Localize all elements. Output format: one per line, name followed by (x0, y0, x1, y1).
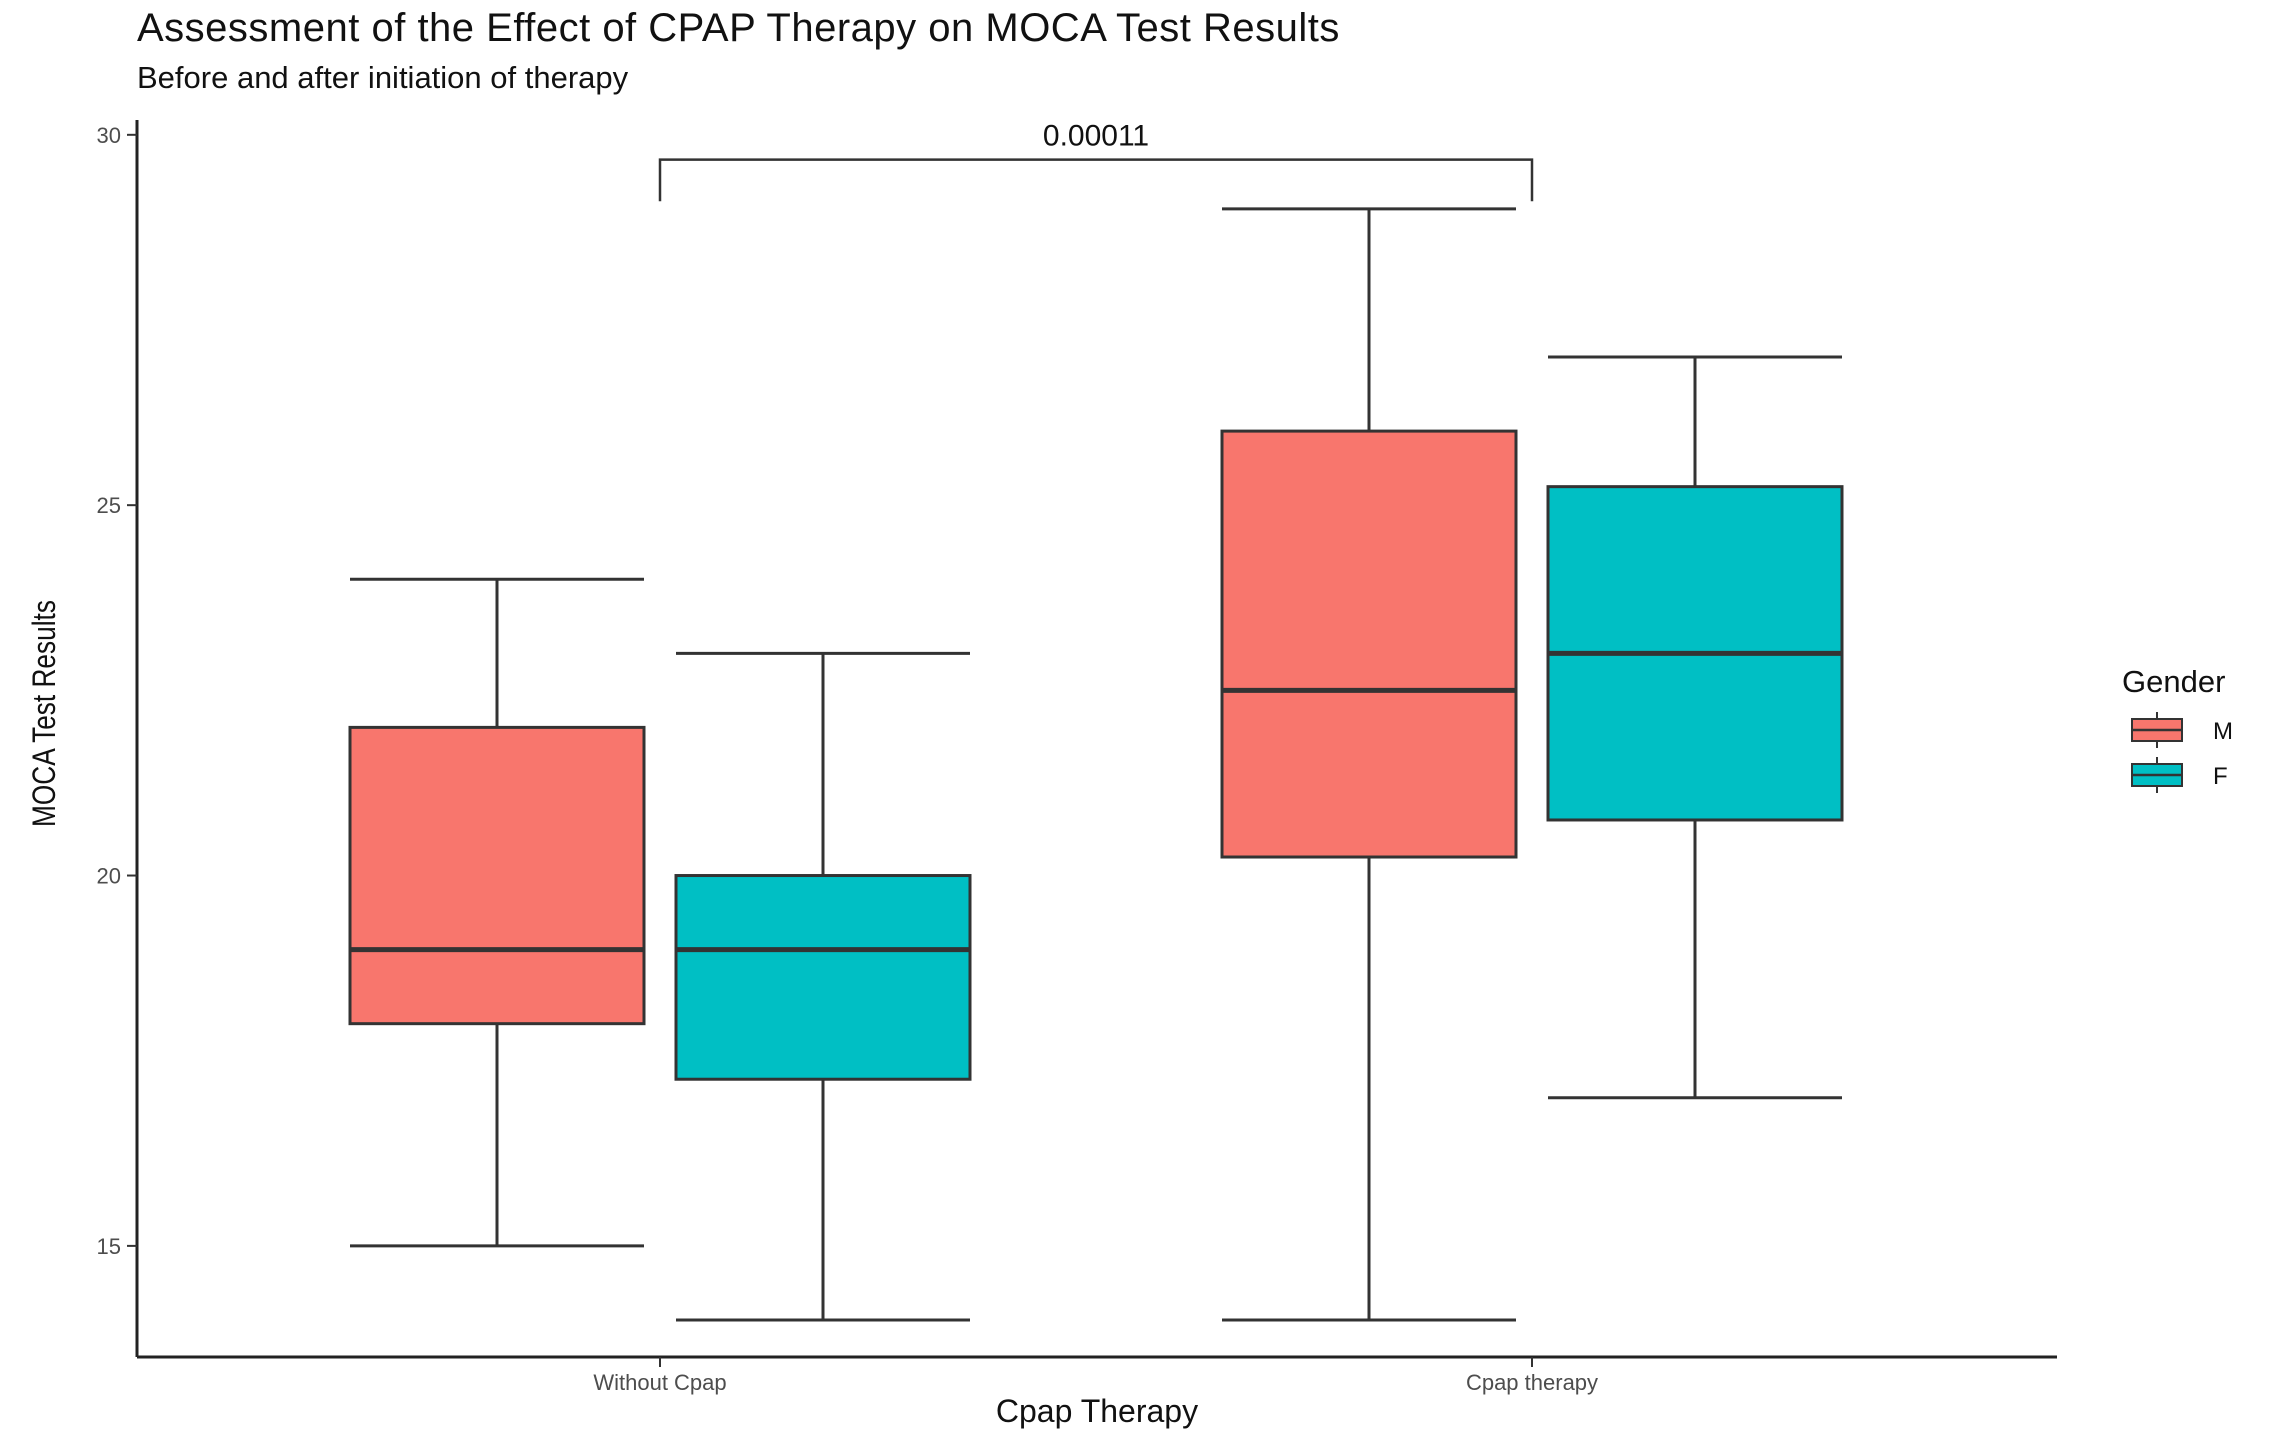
box-M-without-cpap (348, 577, 646, 1248)
annotations: 0.00011 (658, 120, 1534, 202)
box-iqr (674, 874, 972, 1081)
legend-item-F: F (2131, 757, 2228, 793)
chart-subtitle: Before and after initiation of therapy (137, 60, 629, 95)
box-iqr (348, 725, 646, 1026)
legend-label: M (2213, 718, 2233, 745)
y-axis-title: MOCA Test Results (28, 600, 63, 827)
box-marks (348, 207, 1844, 1322)
legend: Gender MF (2122, 664, 2233, 793)
box-iqr (1220, 429, 1518, 859)
box-M-cpap-therapy (1220, 207, 1518, 1322)
box-F-without-cpap (674, 651, 972, 1322)
x-axis-title: Cpap Therapy (996, 1393, 1198, 1429)
axes: 15 20 25 30 Without Cpap Cpap therapy Cpap The… (28, 120, 2057, 1429)
legend-title: Gender (2122, 664, 2225, 699)
box-F-cpap-therapy (1546, 355, 1844, 1100)
y-tick-label: 20 (97, 864, 121, 889)
y-tick-label: 30 (97, 123, 121, 148)
y-tick-label: 25 (97, 493, 121, 518)
legend-item-M: M (2131, 712, 2233, 748)
p-value-label: 0.00011 (1043, 120, 1149, 153)
legend-label: F (2213, 763, 2228, 790)
chart-title: Assessment of the Effect of CPAP Therapy… (137, 6, 1340, 50)
y-tick-label: 15 (97, 1234, 121, 1259)
significance-bracket (658, 158, 1534, 202)
x-tick-label: Cpap therapy (1466, 1370, 1598, 1395)
x-tick-label: Without Cpap (593, 1370, 726, 1395)
